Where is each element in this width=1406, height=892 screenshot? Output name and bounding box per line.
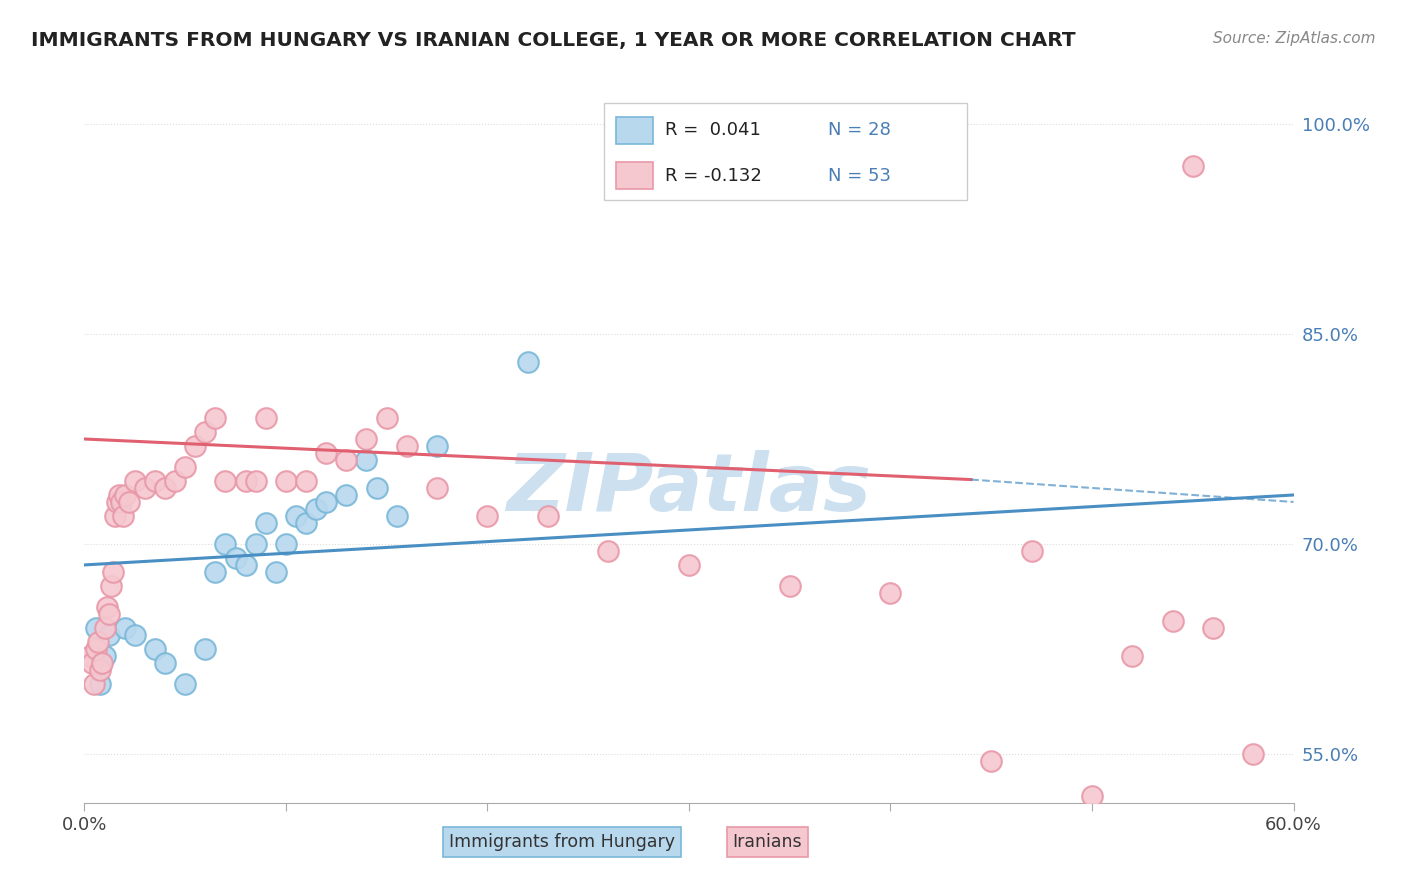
Point: [204, 565, 226, 579]
Point: [114, 621, 136, 635]
Bar: [616, 162, 652, 189]
Point: [97, 628, 120, 642]
Point: [1121, 648, 1143, 663]
Point: [89, 663, 111, 677]
Point: [86, 641, 108, 656]
Point: [315, 495, 337, 509]
Point: [879, 586, 901, 600]
Point: [356, 453, 378, 467]
Point: [184, 439, 207, 453]
Text: Iranians: Iranians: [733, 833, 803, 851]
Point: [107, 488, 129, 502]
Point: [82, 656, 104, 670]
Point: [153, 656, 176, 670]
Point: [426, 439, 449, 453]
Text: ZIPatlas: ZIPatlas: [506, 450, 872, 528]
Point: [110, 495, 132, 509]
Point: [83, 677, 105, 691]
Point: [165, 474, 187, 488]
Text: N = 53: N = 53: [828, 167, 891, 185]
Text: R =  0.041: R = 0.041: [665, 121, 761, 139]
Point: [295, 474, 318, 488]
Point: [375, 411, 398, 425]
Point: [89, 677, 111, 691]
Point: [426, 481, 449, 495]
Point: [214, 537, 236, 551]
Point: [598, 544, 620, 558]
Text: N = 28: N = 28: [828, 121, 891, 139]
Point: [395, 439, 418, 453]
Point: [204, 411, 226, 425]
Point: [194, 425, 217, 439]
Point: [118, 495, 141, 509]
Bar: [616, 117, 652, 144]
Point: [385, 508, 408, 523]
Point: [477, 508, 499, 523]
Point: [254, 516, 277, 530]
Point: [274, 537, 297, 551]
Point: [79, 648, 101, 663]
Point: [153, 481, 176, 495]
Point: [315, 446, 337, 460]
Point: [235, 474, 257, 488]
Text: R = -0.132: R = -0.132: [665, 167, 762, 185]
Point: [104, 508, 127, 523]
Point: [678, 558, 700, 572]
Point: [105, 495, 128, 509]
Point: [87, 635, 110, 649]
Point: [1161, 614, 1184, 628]
Point: [91, 656, 114, 670]
Point: [97, 607, 120, 621]
Point: [245, 474, 267, 488]
Point: [537, 508, 560, 523]
Point: [225, 550, 247, 565]
Point: [1081, 789, 1104, 803]
Point: [194, 641, 217, 656]
Point: [174, 677, 197, 691]
Point: [174, 460, 197, 475]
Point: [366, 481, 388, 495]
Point: [779, 579, 801, 593]
Text: IMMIGRANTS FROM HUNGARY VS IRANIAN COLLEGE, 1 YEAR OR MORE CORRELATION CHART: IMMIGRANTS FROM HUNGARY VS IRANIAN COLLE…: [31, 31, 1076, 50]
Point: [124, 474, 146, 488]
Point: [100, 579, 122, 593]
Point: [1181, 159, 1204, 173]
Point: [335, 453, 357, 467]
Point: [1021, 544, 1043, 558]
Point: [235, 558, 257, 572]
Point: [143, 474, 166, 488]
Point: [1241, 747, 1264, 761]
FancyBboxPatch shape: [605, 103, 967, 200]
Point: [86, 621, 108, 635]
Point: [1202, 621, 1225, 635]
Point: [143, 641, 166, 656]
Point: [285, 508, 308, 523]
Point: [356, 432, 378, 446]
Point: [305, 502, 328, 516]
Point: [335, 488, 357, 502]
Point: [111, 508, 134, 523]
Point: [101, 565, 124, 579]
Point: [980, 754, 1002, 768]
Point: [214, 474, 236, 488]
Point: [134, 481, 156, 495]
Point: [93, 648, 115, 663]
Point: [264, 565, 287, 579]
Point: [295, 516, 318, 530]
Point: [254, 411, 277, 425]
Point: [245, 537, 267, 551]
Point: [516, 355, 538, 369]
Text: Immigrants from Hungary: Immigrants from Hungary: [449, 833, 675, 851]
Text: Source: ZipAtlas.com: Source: ZipAtlas.com: [1212, 31, 1375, 46]
Point: [96, 599, 118, 614]
Point: [114, 488, 136, 502]
Point: [124, 628, 146, 642]
Point: [274, 474, 297, 488]
Point: [93, 621, 115, 635]
